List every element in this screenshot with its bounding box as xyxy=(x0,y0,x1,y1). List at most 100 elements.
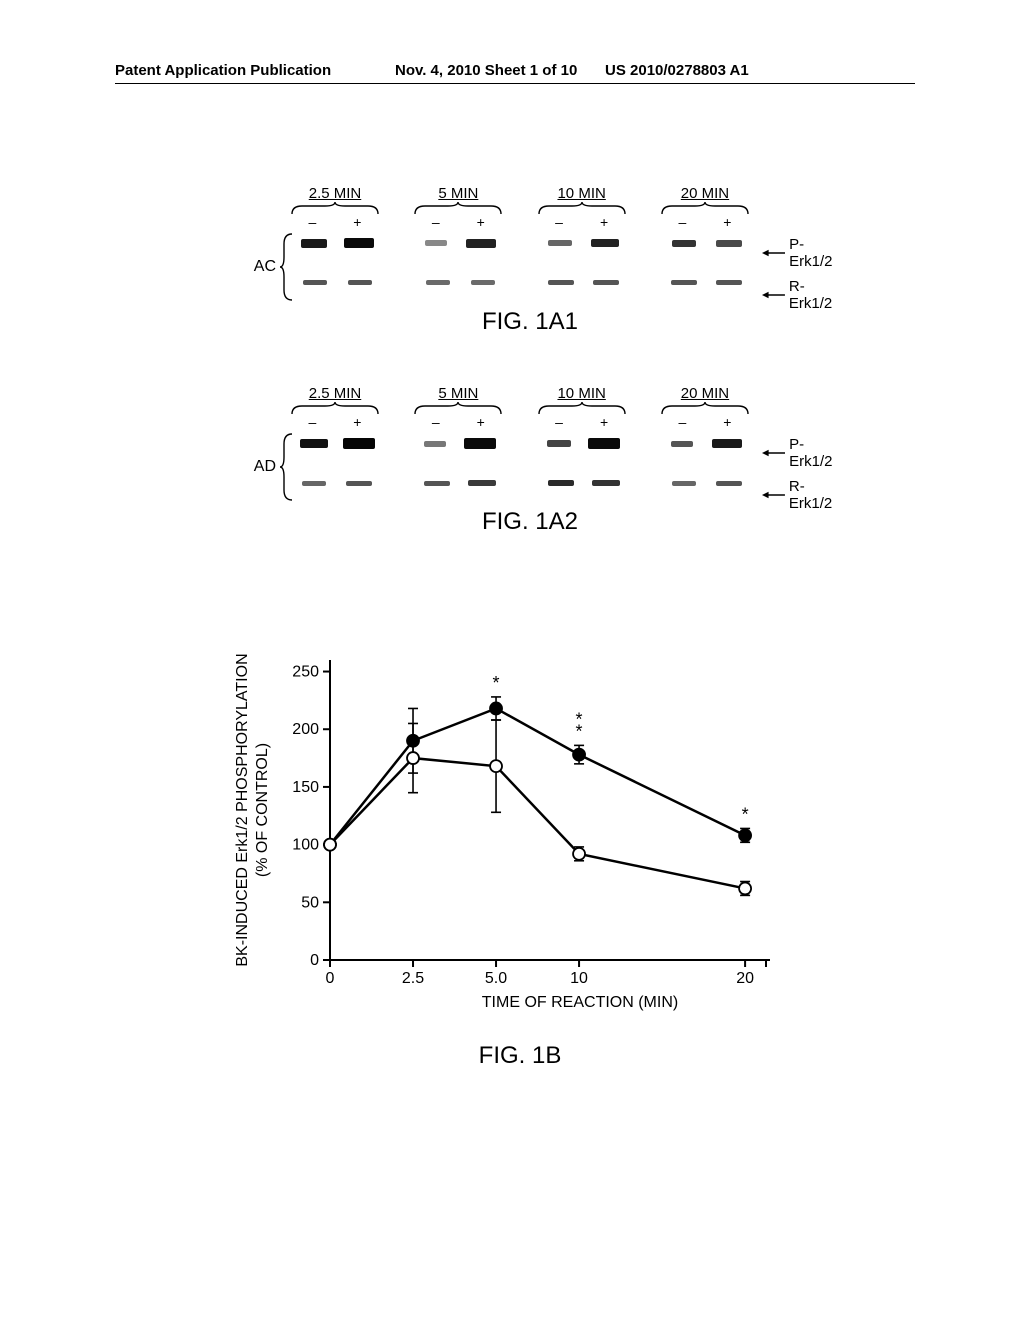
fig-1a2: 2.5 MIN5 MIN10 MIN20 MIN–+–+–+–+ADP-Erk1… xyxy=(250,385,810,536)
gel-band xyxy=(672,481,696,486)
plus-minus-group: –+ xyxy=(660,214,750,230)
x-tick-label: 2.5 xyxy=(402,970,424,987)
band-group xyxy=(415,480,505,486)
plus-label: + xyxy=(477,214,485,230)
band-row-label-text: R-Erk1/2 xyxy=(789,278,837,312)
svg-text:(% OF CONTROL): (% OF CONTROL) xyxy=(254,743,271,877)
band-group xyxy=(292,480,382,486)
gel-band xyxy=(471,280,495,285)
plus-minus-group: –+ xyxy=(537,214,627,230)
plus-minus-group: –+ xyxy=(413,214,503,230)
gel-band xyxy=(671,280,697,285)
figure-caption: FIG. 1A1 xyxy=(250,308,810,336)
gel-band xyxy=(466,239,496,248)
arrow-left-icon xyxy=(762,448,785,458)
time-brace xyxy=(290,402,380,414)
band-row xyxy=(292,480,752,486)
header-right: US 2010/0278803 A1 xyxy=(605,62,749,79)
band-row xyxy=(292,438,752,449)
plus-label: + xyxy=(723,214,731,230)
x-tick-label: 10 xyxy=(570,970,588,987)
time-brace xyxy=(537,402,627,414)
bands-area: P-Erk1/2R-Erk1/2 xyxy=(292,232,752,302)
data-point-filled xyxy=(490,702,502,714)
gel-band xyxy=(300,439,328,448)
plus-minus-row: –+–+–+–+ xyxy=(290,414,750,430)
time-brace xyxy=(660,202,750,214)
plus-minus-group: –+ xyxy=(660,414,750,430)
band-group xyxy=(662,480,752,486)
figure-caption: FIG. 1A2 xyxy=(250,508,810,536)
x-axis-label: TIME OF REACTION (MIN) xyxy=(482,994,678,1011)
header-rule xyxy=(115,83,915,84)
data-point-open xyxy=(490,760,502,772)
plus-label: + xyxy=(723,414,731,430)
gel-band xyxy=(346,481,372,486)
band-row xyxy=(292,280,752,285)
gel-band xyxy=(672,240,696,247)
plus-label: + xyxy=(477,414,485,430)
gel-band xyxy=(343,438,375,449)
arrow-left-icon xyxy=(762,490,785,500)
sample-label: AC xyxy=(250,232,280,302)
band-group xyxy=(662,238,752,248)
fig-1b-caption: FIG. 1B xyxy=(200,1042,840,1070)
band-group xyxy=(415,238,505,248)
minus-label: – xyxy=(309,414,317,430)
plus-label: + xyxy=(353,214,361,230)
blot-panel: ADP-Erk1/2R-Erk1/2 xyxy=(250,432,810,502)
fig-1b: 05010015020025002.55.01020TIME OF REACTI… xyxy=(200,640,840,1070)
y-tick-label: 150 xyxy=(292,779,319,796)
gel-band xyxy=(344,238,374,248)
blot-panel: ACP-Erk1/2R-Erk1/2 xyxy=(250,232,810,302)
gel-band xyxy=(588,438,620,449)
y-axis-label: BK-INDUCED Erk1/2 PHOSPHORYLATION(% OF C… xyxy=(234,653,271,966)
sample-brace xyxy=(280,232,292,302)
y-tick-label: 100 xyxy=(292,837,319,854)
data-point-open xyxy=(739,882,751,894)
gel-band xyxy=(712,439,742,448)
time-label: 5 MIN xyxy=(413,385,503,402)
gel-band xyxy=(464,438,496,449)
brace-row xyxy=(290,402,750,414)
band-group xyxy=(292,280,382,285)
gel-band xyxy=(548,480,574,486)
sample-brace xyxy=(280,432,292,502)
svg-text:BK-INDUCED Erk1/2 PHOSPHORYLAT: BK-INDUCED Erk1/2 PHOSPHORYLATION xyxy=(234,653,251,966)
band-row-label: R-Erk1/2 xyxy=(762,278,837,312)
gel-band xyxy=(593,280,619,285)
gel-band xyxy=(671,441,693,447)
series-line-filled xyxy=(330,708,745,844)
minus-label: – xyxy=(555,414,563,430)
band-group xyxy=(662,438,752,449)
arrow-left-icon xyxy=(762,290,785,300)
minus-label: – xyxy=(309,214,317,230)
gel-band xyxy=(348,280,372,285)
gel-band xyxy=(548,240,572,246)
arrow-left-icon xyxy=(762,248,785,258)
band-row xyxy=(292,238,752,248)
time-label: 2.5 MIN xyxy=(290,385,380,402)
minus-label: – xyxy=(678,214,686,230)
gel-band xyxy=(548,280,574,285)
minus-label: – xyxy=(555,214,563,230)
data-point-filled xyxy=(573,749,585,761)
gel-band xyxy=(547,440,571,447)
gel-band xyxy=(716,280,742,285)
time-label: 5 MIN xyxy=(413,185,503,202)
time-brace xyxy=(660,402,750,414)
time-label: 20 MIN xyxy=(660,385,750,402)
gel-band xyxy=(302,481,326,486)
gel-band xyxy=(716,240,742,247)
plus-minus-row: –+–+–+–+ xyxy=(290,214,750,230)
significance-star: * xyxy=(576,721,583,741)
band-row-label: P-Erk1/2 xyxy=(762,236,837,270)
data-point-open xyxy=(407,752,419,764)
gel-band xyxy=(301,239,327,248)
significance-star: * xyxy=(493,673,500,693)
band-group xyxy=(539,238,629,248)
gel-band xyxy=(716,481,742,486)
time-label: 2.5 MIN xyxy=(290,185,380,202)
data-point-open xyxy=(573,848,585,860)
y-tick-label: 0 xyxy=(310,952,319,969)
